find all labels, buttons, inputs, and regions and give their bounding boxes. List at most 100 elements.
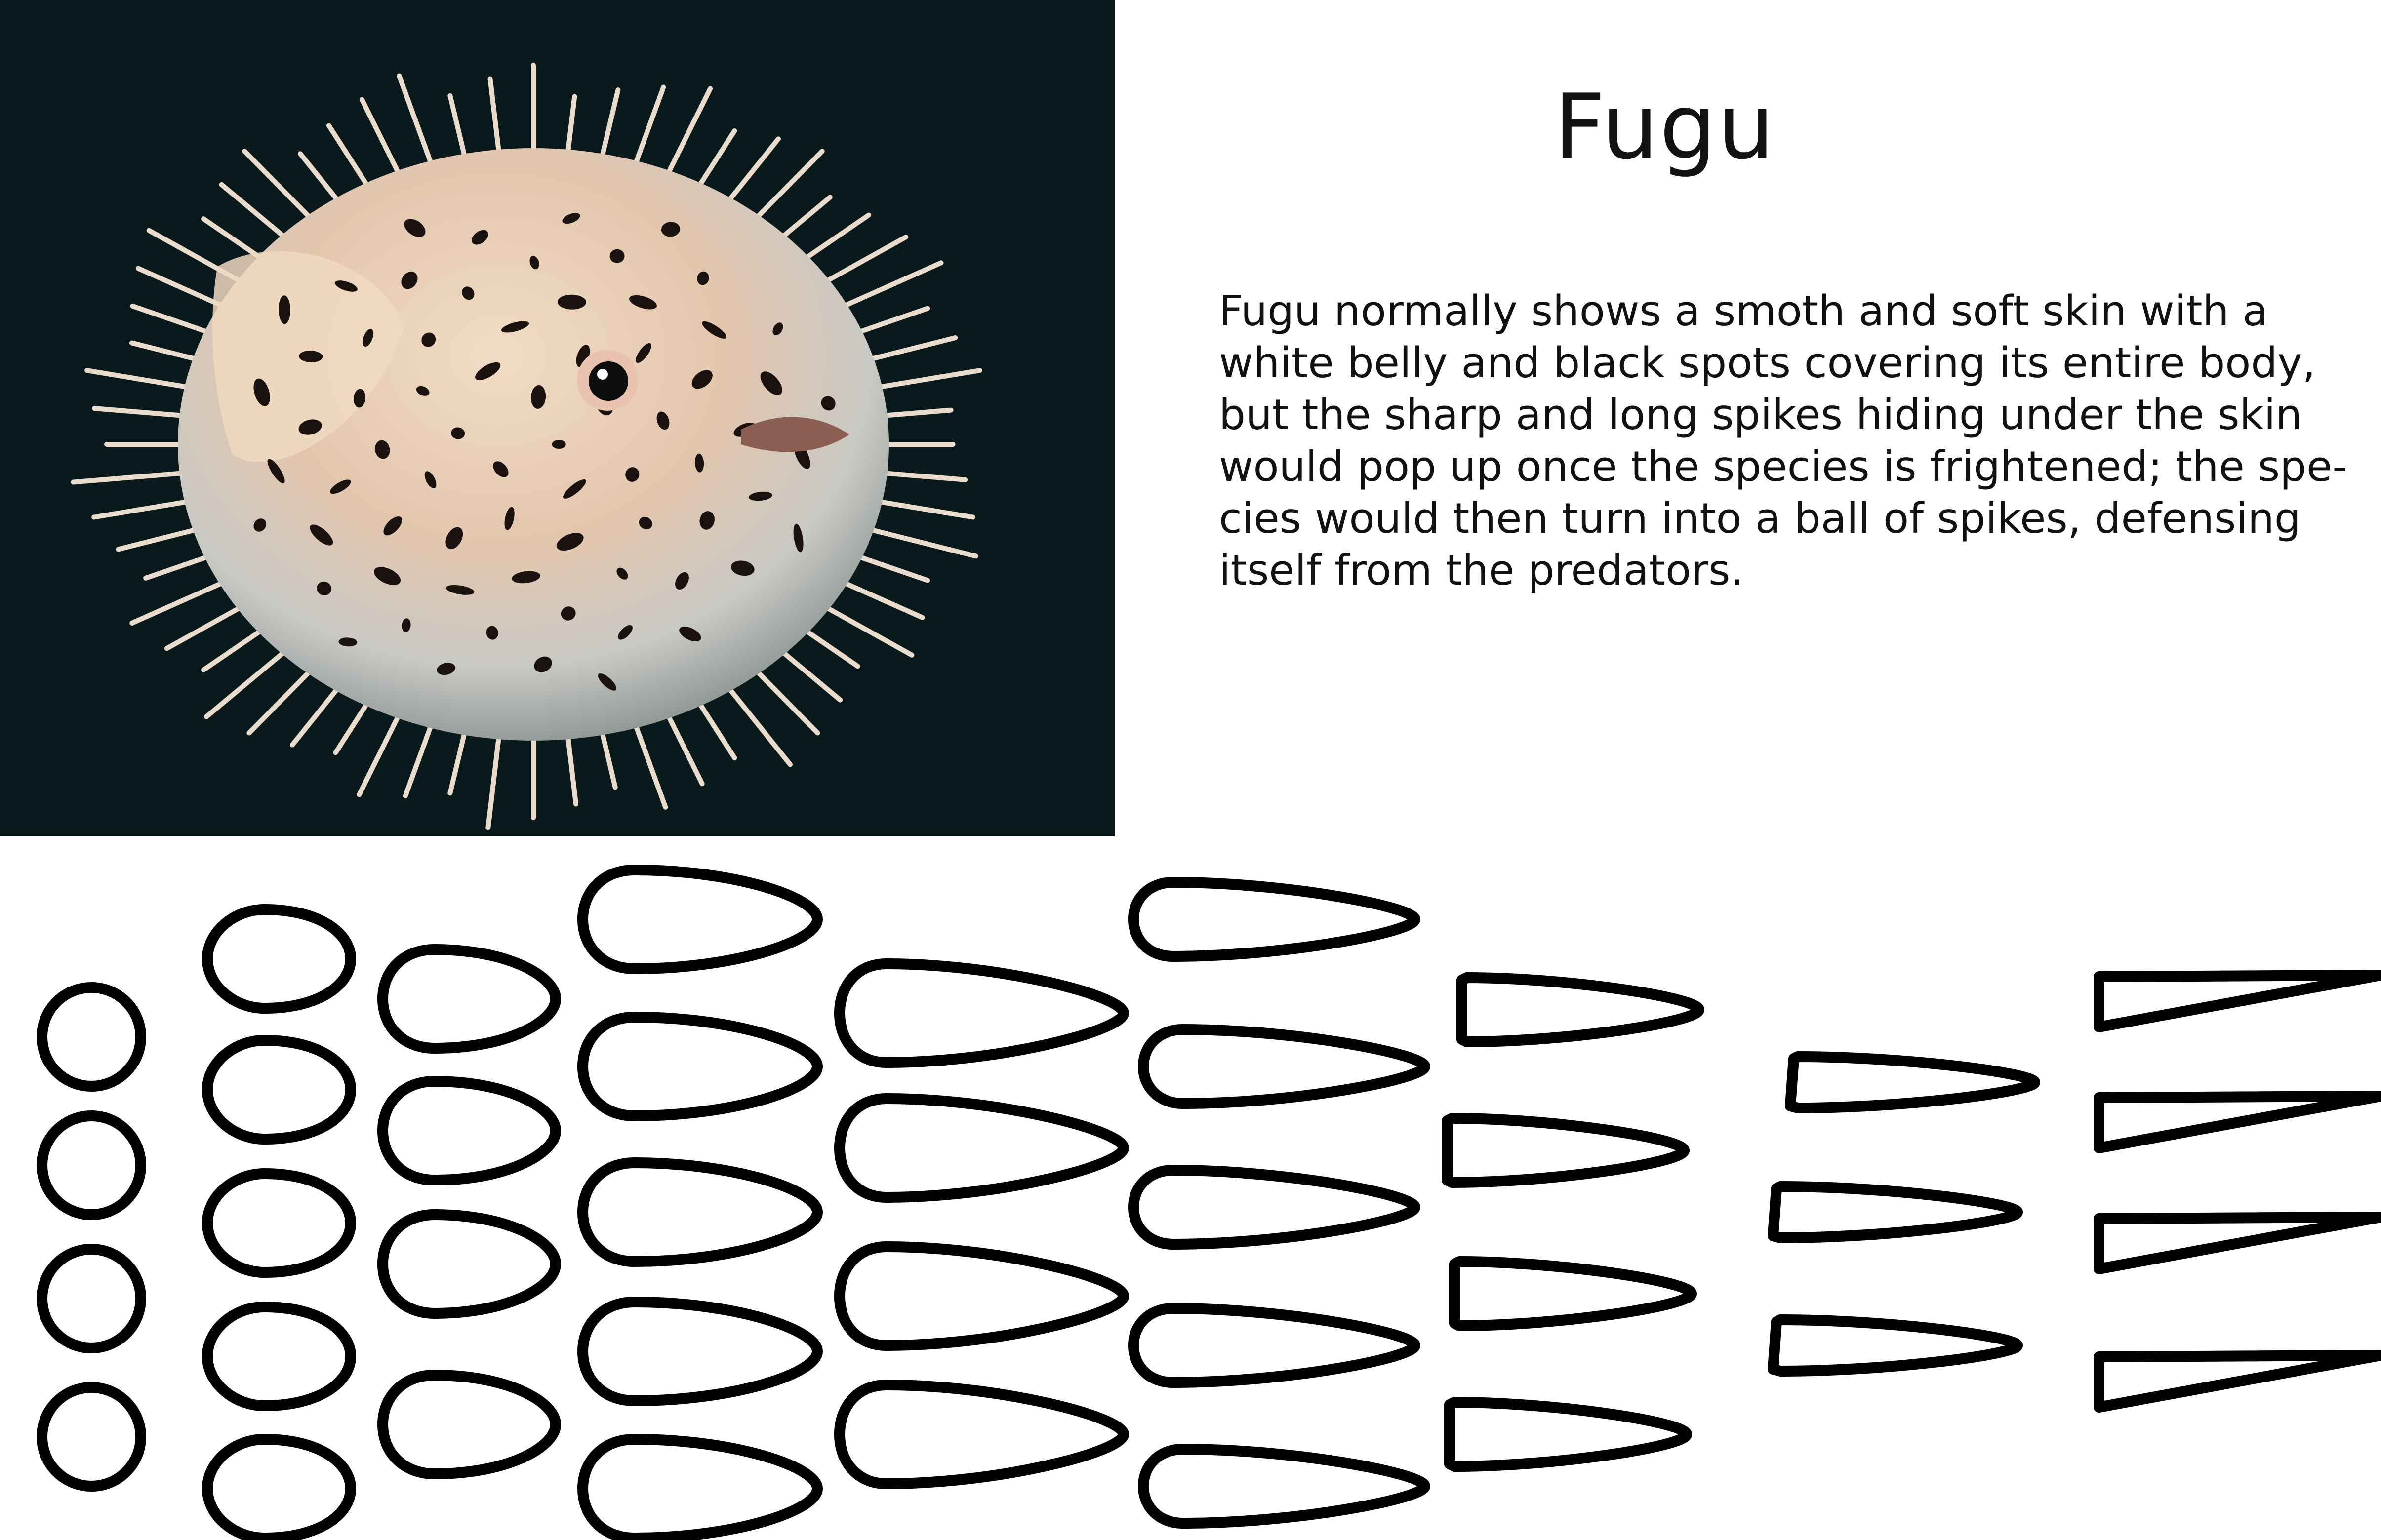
fish-spot (675, 572, 689, 590)
long-teardrop-column (834, 958, 1129, 1489)
fish-spot (556, 533, 584, 551)
fish-spot (695, 453, 704, 473)
fish-spot (661, 222, 680, 237)
description-line: but the sharp and long spikes hiding und… (1219, 391, 2302, 439)
blade-shape (1456, 972, 1704, 1047)
round-drop-column (202, 904, 356, 1540)
egg-shape (377, 944, 561, 1054)
fish-spot (375, 440, 390, 459)
fish-spot (330, 479, 351, 494)
fish-spot (697, 271, 709, 285)
fish-spot (563, 479, 586, 499)
fish-spot (656, 411, 670, 430)
fish-spot (401, 272, 418, 289)
fish-spot (317, 581, 332, 596)
fish-spot (609, 249, 625, 263)
slim-teardrop-shape (1128, 877, 1420, 962)
blade-shape (1442, 1113, 1690, 1188)
round-drop-shape (202, 1434, 356, 1540)
fish-spot (760, 371, 782, 395)
teardrop-shape (577, 1297, 823, 1406)
round-drop-shape (202, 1035, 356, 1145)
thin-blade-shape (1785, 1051, 2040, 1113)
circle-shape (37, 1110, 146, 1220)
spike-shape (2094, 1350, 2381, 1413)
egg-shape (377, 1370, 561, 1479)
fish-spot (451, 427, 465, 439)
egg-shape (377, 1076, 561, 1185)
thin-blade-column (1768, 1051, 2040, 1377)
fish-spot (534, 656, 552, 672)
slim-teardrop-column (1128, 877, 1430, 1529)
fish-spot (446, 585, 475, 595)
fish-spot (618, 625, 633, 640)
description-line: itself from the predators. (1219, 546, 1744, 595)
fish-spot (772, 322, 783, 336)
round-drop-shape (202, 1302, 356, 1411)
long-teardrop-shape (834, 1241, 1129, 1351)
description: Fugu normally shows a smoth and soft ski… (1219, 285, 2365, 596)
description-line: Fugu normally shows a smoth and soft ski… (1219, 287, 2268, 336)
fish-spot (424, 471, 437, 489)
fish-spot (731, 560, 755, 576)
long-teardrop-shape (834, 958, 1129, 1068)
fish-spot (421, 332, 436, 347)
fish-spot (354, 389, 366, 408)
fish-spot (625, 467, 640, 482)
egg-shape (377, 1209, 561, 1319)
fish-spot (404, 219, 426, 237)
circle-column (37, 982, 146, 1492)
long-teardrop-shape (834, 1093, 1129, 1203)
fish-spot (557, 294, 586, 310)
fish-spot (486, 626, 498, 640)
spike-shape (2094, 1212, 2381, 1274)
fish-spot (679, 626, 701, 642)
blade-shape (1449, 1256, 1697, 1331)
spike-shape (2094, 970, 2381, 1032)
fish-spot (298, 419, 322, 435)
circle-shape (37, 1382, 146, 1492)
fish-spot (416, 386, 430, 396)
teardrop-shape (577, 1012, 823, 1121)
fish-spot (562, 213, 580, 224)
description-line: would pop up once the species is frighte… (1219, 442, 2348, 491)
fish-spot (299, 350, 323, 363)
blade-column (1442, 972, 1704, 1472)
fish-spot (561, 606, 576, 621)
fish-spot (552, 440, 566, 449)
teardrop-column (577, 865, 823, 1540)
spike-evolution-diagram (37, 865, 2381, 1540)
circle-shape (37, 982, 146, 1092)
fish-spot (639, 517, 652, 530)
fish-spot (616, 567, 628, 580)
fish-spot (529, 256, 539, 270)
round-drop-shape (202, 904, 356, 1014)
fish-spot (472, 230, 488, 245)
fish-spot (749, 491, 772, 501)
fish-spot (493, 461, 509, 477)
fish-spot (793, 523, 804, 553)
teardrop-shape (577, 865, 823, 974)
fish-spot (691, 370, 713, 389)
description-line: white belly and black spots covering its… (1219, 339, 2316, 388)
slim-teardrop-shape (1138, 1024, 1430, 1109)
fish-spot (629, 295, 657, 310)
fish-spot (699, 511, 715, 530)
long-teardrop-shape (834, 1380, 1129, 1489)
fish-spot (253, 518, 267, 532)
pufferfish-photo (0, 0, 1115, 836)
fish-spot (310, 524, 333, 546)
fish-spot (338, 637, 358, 647)
fish-spot (334, 280, 358, 292)
fish-spot (504, 507, 515, 530)
slim-teardrop-shape (1138, 1444, 1430, 1529)
spike-shape (2094, 1091, 2381, 1153)
teardrop-shape (577, 1157, 823, 1267)
fish-spot (702, 321, 727, 339)
description-line: cies would then turn into a ball of spik… (1219, 494, 2301, 543)
fish-spot (821, 396, 836, 411)
round-drop-shape (202, 1168, 356, 1278)
teardrop-shape (577, 1434, 823, 1540)
fish-spot (402, 618, 411, 632)
circle-shape (37, 1244, 146, 1353)
